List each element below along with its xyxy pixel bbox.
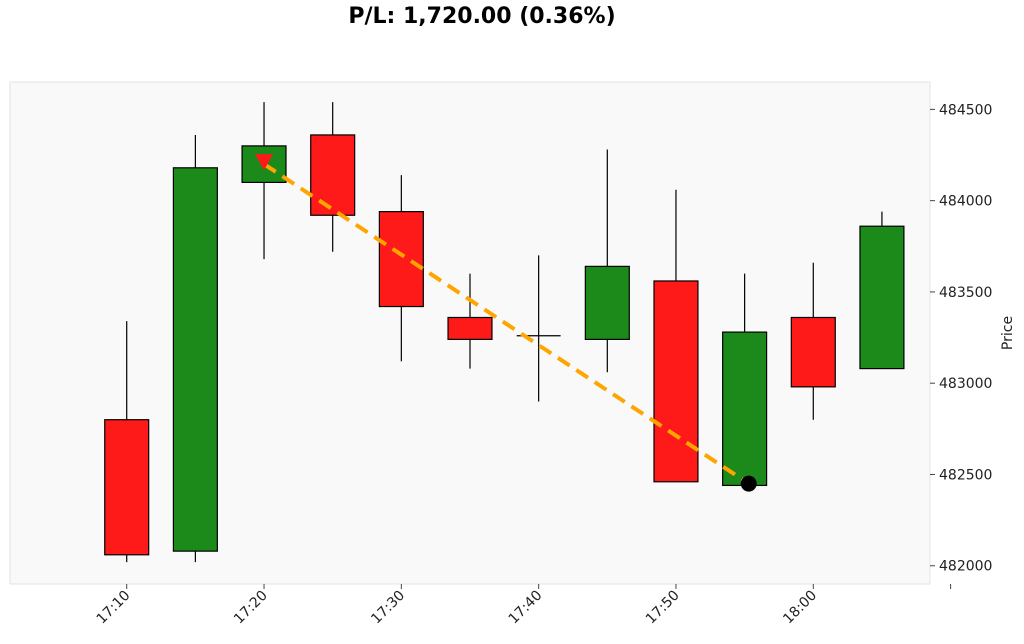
entry-marker — [255, 154, 274, 171]
candle-down — [447, 273, 493, 369]
y-axis-label: Price — [1000, 316, 1016, 350]
trade-line — [262, 162, 750, 486]
candle-body — [790, 316, 836, 388]
y-tick-label: 482500 — [939, 467, 992, 483]
candle-body — [310, 134, 356, 216]
candle-body — [378, 211, 424, 308]
candle-up — [859, 211, 905, 370]
y-tick-label: 483500 — [939, 285, 992, 301]
candles — [104, 102, 905, 563]
candle-down — [310, 102, 356, 252]
y-tick-label: 484000 — [939, 194, 992, 210]
candle-up — [722, 273, 768, 487]
candle-body — [653, 280, 699, 483]
candle-body — [584, 265, 630, 340]
x-tick-label: 17:10 — [94, 588, 134, 628]
trade-path — [255, 154, 757, 492]
candle-up — [172, 134, 218, 563]
x-tick-label: 17:30 — [368, 588, 408, 628]
x-tick-label: 17:50 — [643, 588, 683, 628]
candle-up — [241, 102, 287, 260]
exit-marker — [740, 475, 757, 492]
y-tick-label: 484500 — [939, 102, 992, 118]
candle-down — [378, 175, 424, 362]
candle-body — [447, 316, 493, 340]
y-tick-label: 483000 — [939, 376, 992, 392]
candle-body — [722, 331, 768, 487]
candle-body — [859, 225, 905, 370]
chart-title: P/L: 1,720.00 (0.36%) — [348, 4, 616, 29]
candle-down — [790, 262, 836, 420]
candle-down — [104, 321, 150, 563]
candle-body — [104, 419, 150, 556]
candle-down — [653, 189, 699, 483]
y-tick-label: 482000 — [939, 559, 992, 575]
x-tick-label: 18:00 — [780, 588, 820, 628]
x-tick-label: 17:40 — [506, 588, 546, 628]
candle-body — [172, 167, 218, 552]
candle-up — [584, 149, 630, 373]
x-tick-label: 17:20 — [231, 588, 271, 628]
